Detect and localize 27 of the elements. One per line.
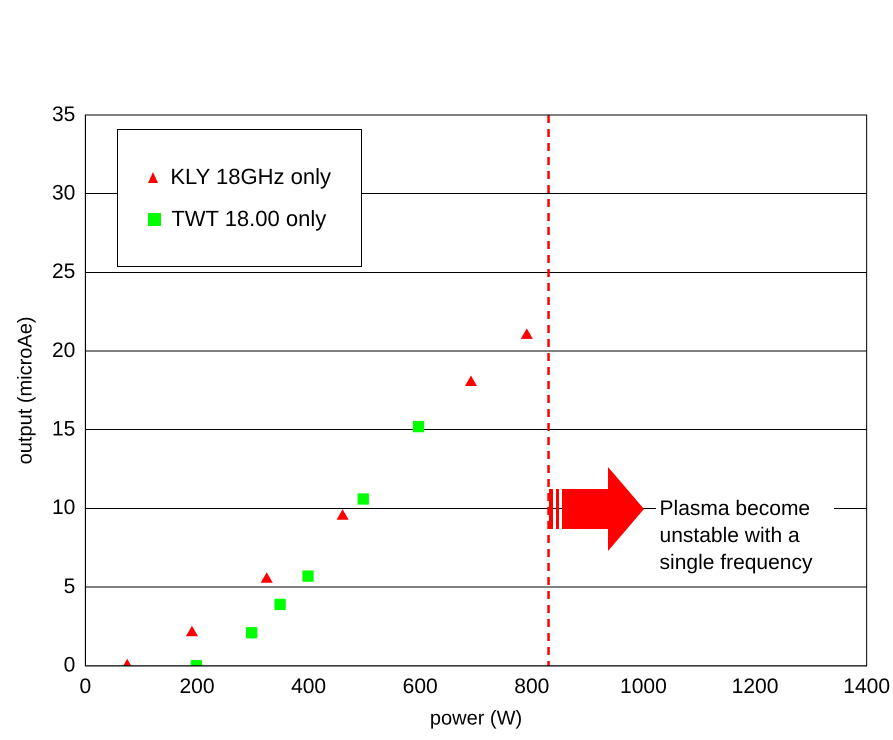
x-axis-title: power (W) <box>430 708 522 730</box>
x-tick-label: 1200 <box>732 675 778 698</box>
legend-label: TWT 18.00 only <box>171 206 326 232</box>
x-tick-label: 1000 <box>620 675 667 698</box>
annotation: Plasma become unstable with a single frequency <box>656 494 834 577</box>
x-tick-label: 600 <box>402 675 438 698</box>
y-tick-label: 35 <box>52 102 76 126</box>
y-tick-label: 15 <box>52 418 76 441</box>
x-tick-label: 800 <box>514 675 550 698</box>
y-tick-label: 20 <box>52 338 76 362</box>
x-tick-label: 400 <box>291 675 326 698</box>
y-tick-label: 10 <box>52 496 76 520</box>
x-tick-label: 200 <box>179 675 214 698</box>
point <box>336 509 349 520</box>
point <box>464 376 478 386</box>
legend-label: KLY 18GHz only <box>170 164 331 190</box>
x-tick-label: 0 <box>80 675 92 698</box>
y-tick-label: 25 <box>52 260 76 284</box>
y-axis-title: output (microAe) <box>14 316 37 464</box>
point <box>186 626 198 636</box>
point <box>412 420 424 432</box>
x-tick-label: 1400 <box>843 675 890 698</box>
y-tick-label: 5 <box>64 574 76 598</box>
y-tick-label: 30 <box>52 181 76 204</box>
y-tick-label: 0 <box>64 654 76 677</box>
point <box>260 572 273 583</box>
point <box>520 328 533 339</box>
